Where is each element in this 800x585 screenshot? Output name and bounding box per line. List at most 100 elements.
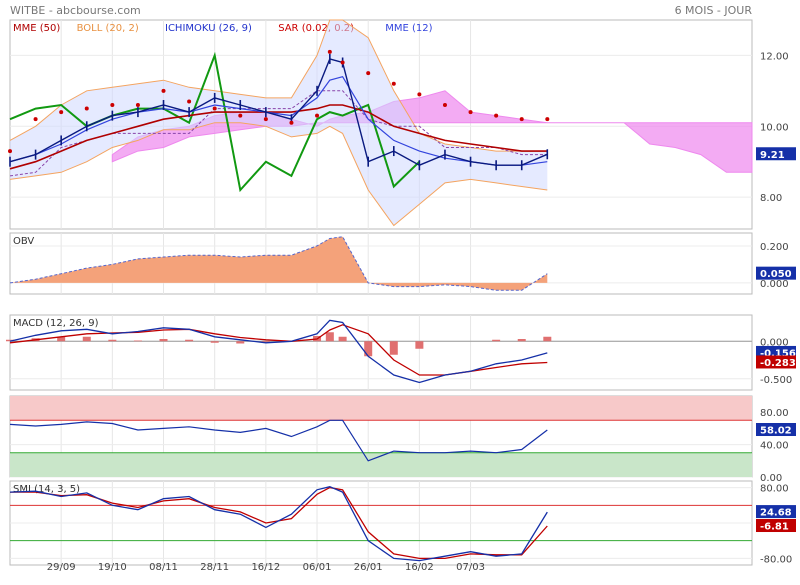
macd-hist-bar bbox=[517, 339, 526, 342]
rsi-oversold-zone bbox=[10, 452, 752, 477]
legend-label: SMI (14, 3, 5) bbox=[13, 484, 80, 495]
sar-point bbox=[327, 49, 332, 54]
macd-hist-bar bbox=[210, 341, 219, 343]
panel-frame bbox=[9, 314, 753, 391]
sar-point bbox=[545, 117, 550, 122]
panel-macd: 0.000 -0.500 MACD (12, 26, 9) -0.156-0.283 bbox=[6, 314, 796, 391]
x-tick-label: 26/01 bbox=[354, 562, 383, 573]
y-tick-label: 80.00 bbox=[760, 484, 789, 495]
value-badge-label: 24.68 bbox=[760, 508, 792, 519]
macd-hist-bar bbox=[6, 339, 14, 342]
y-tick-label: 40.00 bbox=[760, 441, 789, 452]
panel-price: 12.00 10.00 8.00 MME (50) BOLL (20, 2) ICHIMO… bbox=[8, 19, 796, 230]
value-badge-label: -6.81 bbox=[760, 522, 789, 533]
header-period: 6 MOIS - JOUR bbox=[675, 4, 753, 17]
legend-label: BOLL (20, 2) bbox=[77, 23, 139, 34]
value-badge: -6.81 bbox=[756, 519, 796, 533]
macd-hist-bar bbox=[236, 341, 245, 344]
sar-point bbox=[187, 99, 192, 104]
y-tick-label: 0.200 bbox=[760, 242, 789, 253]
value-badge-bg bbox=[756, 423, 796, 437]
macd-hist-bar bbox=[108, 339, 117, 342]
x-tick-label: 07/03 bbox=[456, 562, 485, 573]
sar-point bbox=[315, 113, 320, 118]
macd-hist-bar bbox=[389, 341, 398, 355]
value-badge-label: 0.050 bbox=[760, 269, 792, 280]
x-tick-label: 16/02 bbox=[405, 562, 434, 573]
value-badge-bg bbox=[756, 147, 796, 161]
y-tick-label: 8.00 bbox=[760, 193, 782, 204]
mme50-line bbox=[9, 104, 548, 170]
value-badge-label: -0.283 bbox=[760, 358, 796, 369]
value-badge: 0.050 bbox=[756, 266, 796, 280]
header-title: WITBE - abcbourse.com bbox=[10, 4, 141, 17]
x-tick-label: 29/09 bbox=[47, 562, 76, 573]
x-tick-label: 06/01 bbox=[303, 562, 332, 573]
smi-signal-line bbox=[10, 486, 548, 560]
bollinger-upper bbox=[9, 19, 548, 152]
sar-point bbox=[238, 113, 243, 118]
value-badge-bg bbox=[756, 519, 796, 533]
y-tick-label: 10.00 bbox=[760, 122, 789, 133]
value-badge: 58.02 bbox=[756, 423, 796, 437]
value-badge-label: 58.02 bbox=[760, 426, 792, 437]
macd-hist-bar bbox=[325, 332, 334, 342]
bollinger-band bbox=[10, 20, 548, 226]
value-badge-label: 9.21 bbox=[760, 150, 785, 161]
y-tick-label: 12.00 bbox=[760, 51, 789, 62]
y-tick-label: 80.00 bbox=[760, 408, 789, 419]
sar-point bbox=[84, 106, 89, 111]
macd-hist-bar bbox=[57, 336, 66, 342]
macd-hist-bar bbox=[415, 341, 424, 349]
obv-line bbox=[9, 236, 548, 291]
sar-point bbox=[289, 120, 294, 125]
smi-line bbox=[9, 486, 548, 562]
obv-area bbox=[10, 236, 548, 291]
value-badge: 9.21 bbox=[756, 147, 796, 161]
rsi-overbought-zone bbox=[10, 396, 752, 421]
legend-label: MME (50) bbox=[13, 23, 60, 34]
sar-point bbox=[519, 117, 524, 122]
macd-hist-bar bbox=[261, 341, 270, 343]
y-tick-label: -0.500 bbox=[760, 375, 792, 386]
sar-point bbox=[33, 117, 38, 122]
sar-point bbox=[59, 110, 64, 115]
sar-point bbox=[8, 149, 12, 154]
x-tick-label: 08/11 bbox=[149, 562, 178, 573]
sar-point bbox=[417, 92, 422, 97]
sar-point bbox=[468, 110, 473, 115]
panels-layer: 12.00 10.00 8.00 MME (50) BOLL (20, 2) ICHIMO… bbox=[6, 19, 796, 566]
macd-hist-bar bbox=[159, 339, 168, 342]
legend-label: MME (12) bbox=[385, 23, 432, 34]
x-axis: 29/09 19/10 08/11 28/11 16/12 06/01 26/01 16/02… bbox=[47, 562, 485, 573]
sar-point bbox=[110, 103, 115, 108]
sar-point bbox=[161, 88, 166, 93]
rsi-line bbox=[9, 419, 548, 462]
macd-hist-bar bbox=[543, 336, 552, 342]
y-tick-label: 0.000 bbox=[760, 337, 789, 348]
sar-point bbox=[263, 117, 268, 122]
sar-point bbox=[442, 103, 447, 108]
sar-point bbox=[391, 81, 396, 86]
legend-label: ICHIMOKU (26, 9) bbox=[165, 23, 252, 34]
y-tick-label: -80.00 bbox=[760, 554, 792, 565]
value-badge: -0.283 bbox=[756, 355, 796, 369]
bollinger-lower bbox=[9, 122, 548, 227]
sar-point bbox=[366, 71, 371, 76]
value-badge: 24.68 bbox=[756, 505, 796, 519]
value-badge-label: -0.156 bbox=[760, 348, 796, 359]
macd-hist-bar bbox=[338, 336, 347, 342]
value-badge-bg bbox=[756, 266, 796, 280]
legend-label: SAR (0.02, 0.2) bbox=[278, 23, 354, 34]
macd-hist-bar bbox=[492, 339, 501, 342]
x-tick-label: 16/12 bbox=[251, 562, 280, 573]
sar-point bbox=[340, 60, 345, 65]
y-tick-label: 0.00 bbox=[760, 473, 782, 484]
legend-label: MACD (12, 26, 9) bbox=[13, 318, 99, 329]
sar-point bbox=[135, 103, 140, 108]
macd-hist-bar bbox=[82, 336, 91, 342]
